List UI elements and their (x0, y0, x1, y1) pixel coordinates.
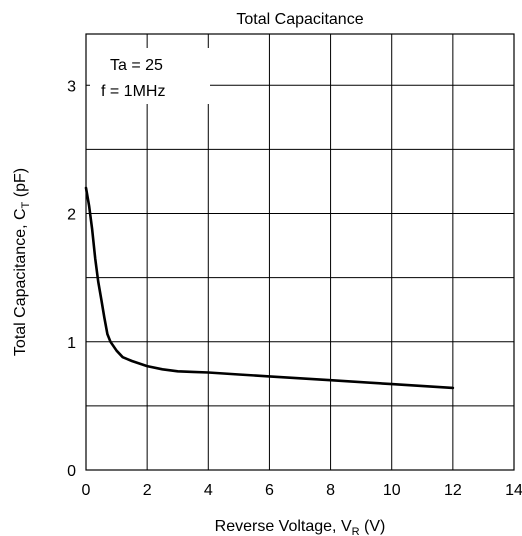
x-tick-label: 6 (265, 482, 274, 499)
series-line (84, 186, 455, 390)
y-axis-label-suffix: (pF) (12, 168, 29, 202)
x-tick-label: 8 (326, 482, 335, 499)
legend-annotation: Ta = 25 f = 1MHz (90, 48, 210, 104)
x-tick-label: 4 (204, 482, 213, 499)
x-tick-label: 2 (143, 482, 152, 499)
x-tick-label: 0 (82, 482, 91, 499)
x-axis-label-main: Reverse Voltage, V (215, 518, 352, 535)
x-axis-label: Reverse Voltage, VR (V) (215, 518, 386, 536)
annotation-ta: Ta = 25 (110, 57, 163, 74)
x-tick-label: 12 (444, 482, 462, 499)
annotation-box (90, 48, 210, 104)
y-tick-label: 2 (67, 207, 76, 224)
x-axis-label-sub: R (352, 526, 360, 536)
y-axis-label-sub: T (20, 201, 32, 208)
chart-title: Total Capacitance (236, 11, 363, 28)
y-axis-label-main: Total Capacitance, C (12, 208, 29, 356)
x-tick-label: 14 (505, 482, 522, 499)
x-axis-label-suffix: (V) (360, 518, 386, 535)
y-tick-label: 0 (67, 463, 76, 480)
y-tick-label: 1 (67, 335, 76, 352)
plot-frame (85, 33, 515, 471)
annotation-freq: f = 1MHz (101, 83, 165, 100)
y-tick-label: 3 (67, 78, 76, 95)
x-tick-label: 10 (383, 482, 401, 499)
y-axis-label: Total Capacitance, CT (pF) (12, 168, 32, 356)
